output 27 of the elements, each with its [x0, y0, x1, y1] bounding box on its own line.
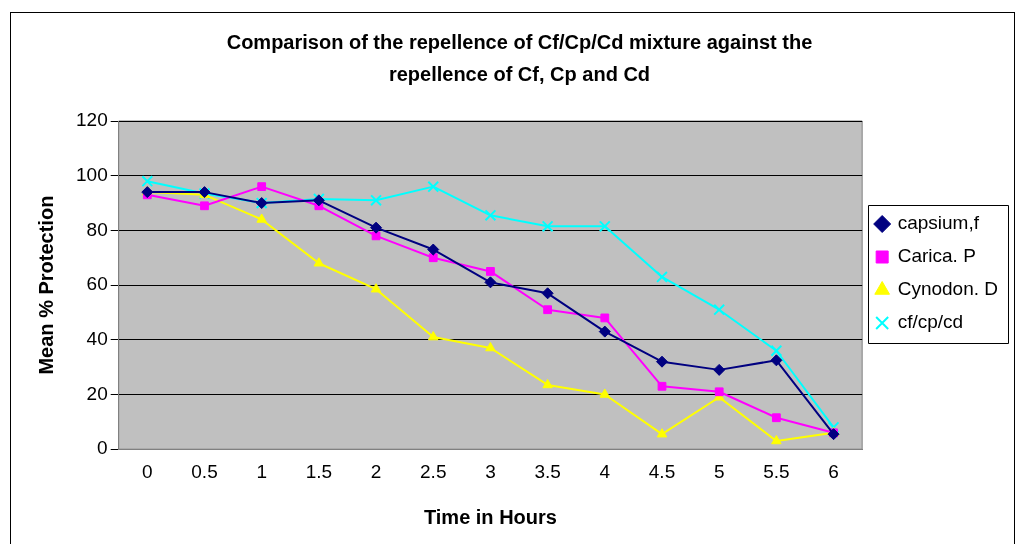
- x-tick-label: 3: [485, 460, 496, 482]
- x-tick-label: 0.5: [191, 460, 218, 482]
- x-tick-label: 1.5: [305, 460, 333, 482]
- legend-label: capsium,f: [897, 212, 980, 234]
- y-tick-label: 100: [76, 163, 108, 185]
- legend-label: cf/cp/cd: [897, 311, 964, 333]
- x-tick-label: 4: [599, 460, 611, 482]
- y-axis-title: Mean % Protection: [34, 195, 57, 375]
- chart-title: Comparison of the repellence of Cf/Cp/Cd mixture against the repellence of Cf, Cp and Cd: [226, 30, 813, 85]
- x-tick-label: 4.5: [648, 460, 676, 482]
- y-tick-label: 120: [76, 109, 108, 131]
- legend-label: Carica. P: [897, 245, 976, 267]
- x-tick-label: 3.5: [534, 460, 561, 482]
- x-axis-title: Time in Hours: [423, 505, 557, 528]
- x-tick-label: 2.5: [420, 460, 447, 482]
- x-tick-label: 2: [370, 460, 382, 482]
- y-tick-label: 0: [97, 437, 108, 459]
- x-tick-label: 1: [256, 460, 267, 482]
- x-tick-label: 6: [828, 460, 839, 482]
- legend-label: Cynodon. D: [897, 278, 999, 300]
- x-tick-label: 5.5: [763, 460, 790, 482]
- y-tick-label: 20: [86, 382, 108, 404]
- x-tick-label: 0: [142, 460, 153, 482]
- y-tick-label: 80: [86, 218, 108, 240]
- x-tick-label: 5: [713, 460, 725, 482]
- y-tick-label: 40: [86, 328, 108, 350]
- y-tick-label: 60: [86, 273, 108, 295]
